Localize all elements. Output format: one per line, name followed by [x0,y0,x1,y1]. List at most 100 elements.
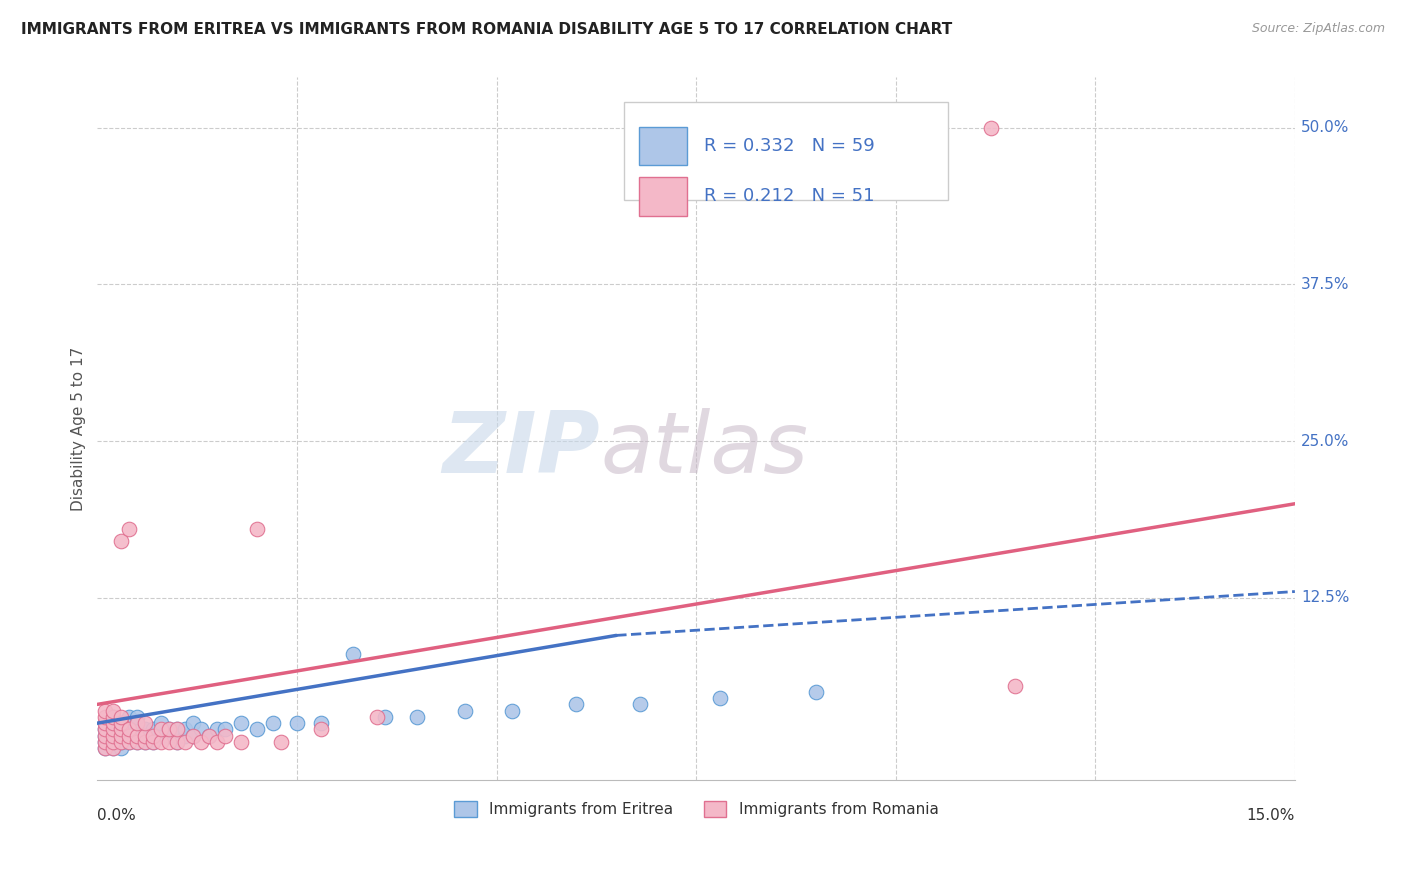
Point [103,716,125,731]
Point [103,716,125,731]
Point [103,741,125,756]
Point [405,710,427,724]
Point [110,741,132,756]
Point [127,716,149,731]
Point [103,729,125,743]
Point [205,723,228,737]
Point [103,729,125,743]
Point [157,735,180,749]
Point [246,723,269,737]
Point [229,735,252,749]
Point [374,710,396,724]
Point [174,723,197,737]
Point [309,716,332,731]
Text: R = 0.332   N = 59: R = 0.332 N = 59 [704,136,876,155]
Point [205,735,228,749]
Point [157,723,180,737]
Point [166,723,188,737]
Point [709,691,731,706]
Point [118,729,141,743]
Point [118,723,141,737]
Point [94,723,117,737]
Point [166,723,188,737]
Point [94,729,117,743]
Point [134,735,156,749]
Point [127,710,149,724]
FancyBboxPatch shape [638,127,686,165]
Point [103,710,125,724]
Text: 0.0%: 0.0% [97,807,136,822]
Point [94,704,117,718]
Point [150,716,173,731]
Point [142,729,165,743]
Point [110,723,132,737]
Point [134,723,156,737]
Point [127,735,149,749]
Point [103,735,125,749]
Point [110,716,132,731]
Text: R = 0.212   N = 51: R = 0.212 N = 51 [704,187,875,205]
Point [110,710,132,724]
Point [174,729,197,743]
Point [285,716,308,731]
Point [103,704,125,718]
Point [181,716,204,731]
Point [110,735,132,749]
Point [134,735,156,749]
Point [94,735,117,749]
Point [142,723,165,737]
Point [134,716,156,731]
Point [166,735,188,749]
Point [94,716,117,731]
Text: 50.0%: 50.0% [1301,120,1350,135]
Point [110,729,132,743]
Text: 37.5%: 37.5% [1301,277,1350,292]
Point [94,716,117,731]
Point [342,647,364,661]
Point [198,729,221,743]
Point [127,735,149,749]
Point [150,723,173,737]
Point [94,741,117,756]
Point [94,735,117,749]
Point [453,704,475,718]
Point [174,735,197,749]
Point [118,710,141,724]
Point [94,710,117,724]
Point [110,735,132,749]
Point [110,716,132,731]
Point [142,735,165,749]
Point [190,723,212,737]
Point [118,735,141,749]
Point [142,729,165,743]
Point [118,723,141,737]
Text: IMMIGRANTS FROM ERITREA VS IMMIGRANTS FROM ROMANIA DISABILITY AGE 5 TO 17 CORREL: IMMIGRANTS FROM ERITREA VS IMMIGRANTS FR… [21,22,952,37]
Text: 15.0%: 15.0% [1247,807,1295,822]
Text: atlas: atlas [600,408,808,491]
Point [628,698,651,712]
Point [181,729,204,743]
Point [181,729,204,743]
Point [103,741,125,756]
Point [565,698,588,712]
Point [94,723,117,737]
Point [980,120,1002,135]
Point [214,723,236,737]
Point [150,735,173,749]
Point [134,729,156,743]
Point [134,729,156,743]
Point [110,729,132,743]
Text: ZIP: ZIP [443,408,600,491]
Point [309,723,332,737]
Point [118,729,141,743]
Point [94,741,117,756]
Point [103,710,125,724]
Point [804,685,827,699]
Text: 12.5%: 12.5% [1301,591,1350,606]
Point [127,729,149,743]
Point [118,735,141,749]
Legend: Immigrants from Eritrea, Immigrants from Romania: Immigrants from Eritrea, Immigrants from… [446,793,946,824]
Point [94,729,117,743]
Point [110,723,132,737]
Point [270,735,292,749]
